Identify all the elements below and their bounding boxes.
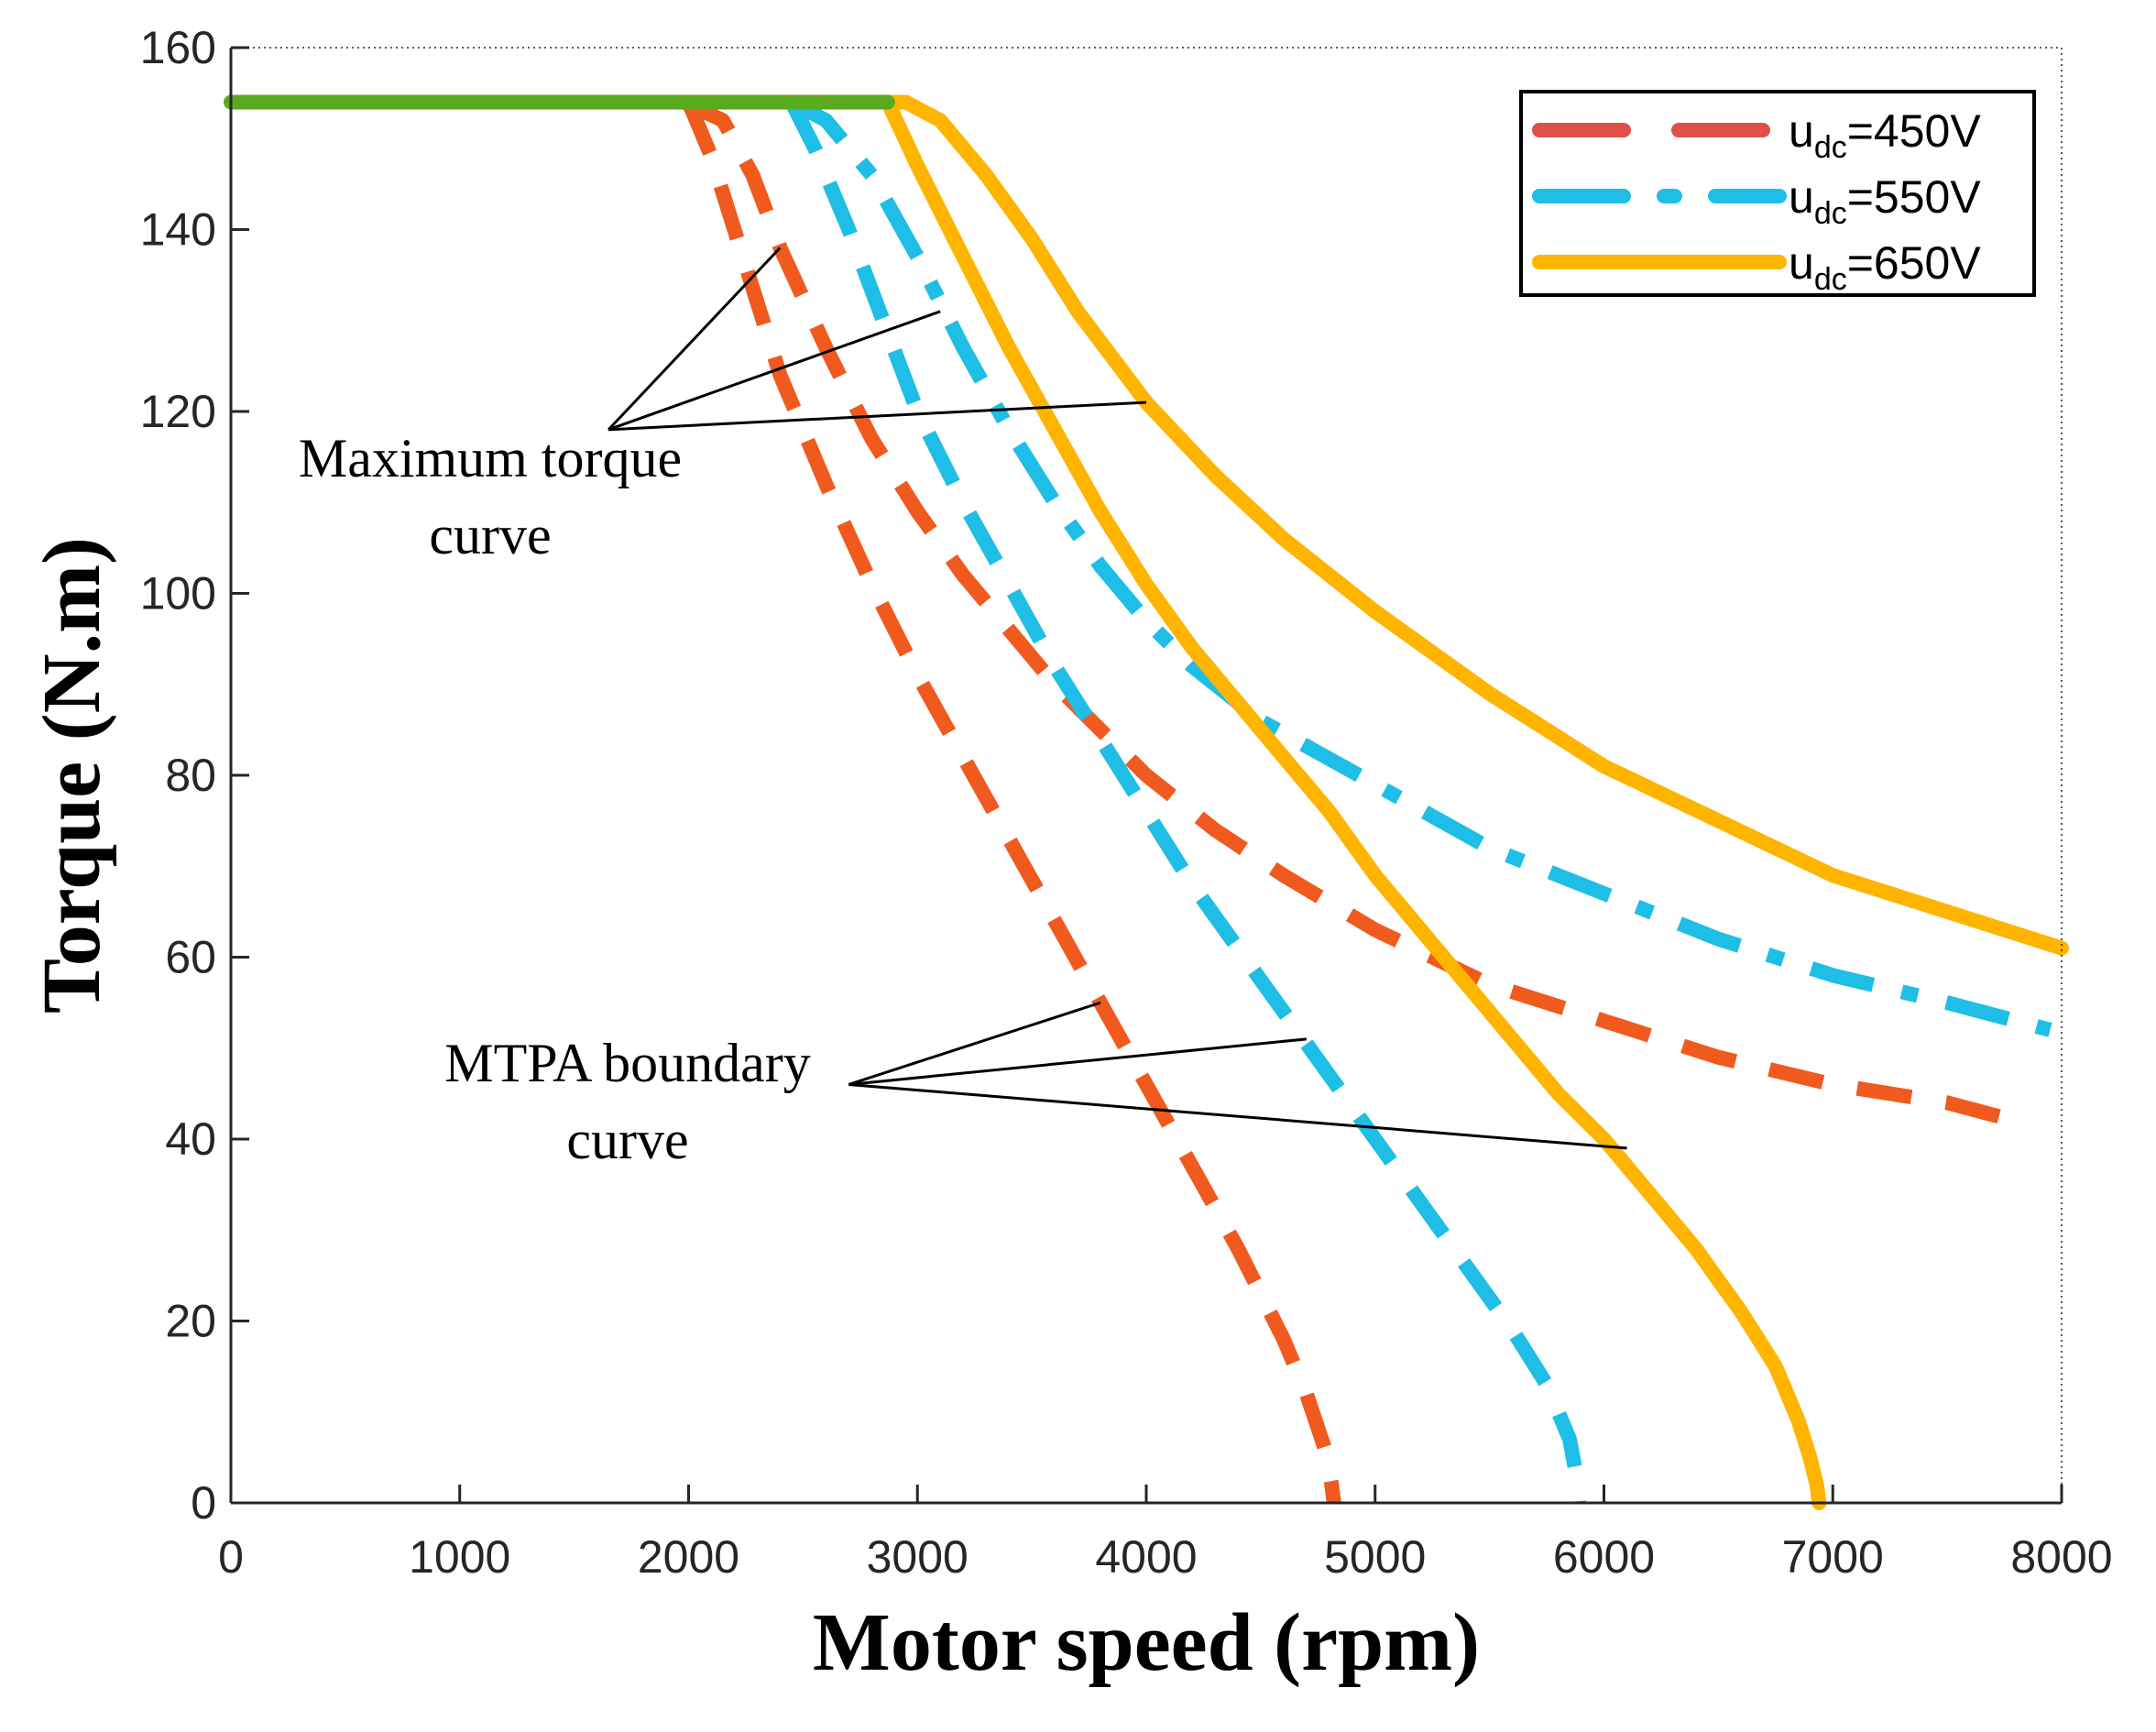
- legend-label-prefix: u: [1789, 237, 1814, 289]
- y-tick-label: 100: [140, 568, 216, 619]
- x-tick-label: 5000: [1324, 1531, 1426, 1583]
- legend-label-1: udc=450V: [1789, 105, 1981, 165]
- mtpa-annotation: curve: [566, 1110, 688, 1170]
- series-line-550-max-torque: [788, 95, 2052, 1037]
- legend-label-suffix: =650V: [1847, 237, 1982, 289]
- x-axis-title: Motor speed (rpm): [813, 1597, 1480, 1688]
- x-tick-label: 7000: [1782, 1531, 1884, 1583]
- annotation-leader-line: [848, 1082, 1627, 1150]
- annotation-leader-line: [608, 400, 1147, 432]
- series-line-650-max-torque: [875, 94, 2069, 956]
- y-tick-label: 160: [140, 22, 216, 73]
- legend-label-prefix: u: [1789, 105, 1814, 157]
- x-tick-label: 0: [218, 1531, 244, 1583]
- max-torque-annotation: Maximum torque: [299, 428, 682, 488]
- x-tick-label: 1000: [409, 1531, 510, 1583]
- series-line-450-max-torque: [681, 95, 2019, 1128]
- series-line-450-mtpa: [682, 99, 1341, 1505]
- y-tick-label: 140: [140, 204, 216, 256]
- x-tick-label: 4000: [1095, 1531, 1197, 1583]
- y-tick-label: 0: [191, 1477, 216, 1529]
- legend-label-prefix: u: [1789, 171, 1814, 223]
- x-tick-label: 2000: [638, 1531, 739, 1583]
- x-tick-label: 6000: [1553, 1531, 1655, 1583]
- y-tick-label: 40: [165, 1113, 216, 1165]
- legend-label-subscript: dc: [1814, 130, 1847, 165]
- legend-label-subscript: dc: [1814, 196, 1847, 231]
- x-tick-label: 3000: [867, 1531, 969, 1583]
- mtpa-annotation: MTPA boundary: [444, 1033, 811, 1093]
- y-tick-label: 80: [165, 750, 216, 801]
- annotation-leader-line: [848, 1037, 1307, 1086]
- series-line-650-mtpa: [880, 94, 1827, 1510]
- annotation-layer: Maximum torque curve MTPA boundary curve: [299, 247, 1627, 1170]
- annotation-leader-line: [848, 1001, 1101, 1086]
- x-tick-label: 8000: [2010, 1531, 2112, 1583]
- series-layer: [224, 94, 2069, 1510]
- legend-label-suffix: =550V: [1847, 171, 1982, 223]
- y-tick-label: 120: [140, 386, 216, 437]
- y-axis-title: Torque (N.m): [27, 537, 117, 1014]
- annotation-leader-line: [607, 310, 941, 432]
- legend-label-subscript: dc: [1814, 262, 1847, 297]
- y-tick-label: 20: [165, 1296, 216, 1347]
- series-line-550-mtpa: [784, 98, 1586, 1504]
- max-torque-annotation: curve: [429, 505, 551, 565]
- y-tick-label: 60: [165, 932, 216, 983]
- legend-label-suffix: =450V: [1847, 105, 1982, 157]
- axes-layer: 0 1000 2000 3000 4000 5000 6000 7000 8000 0 20 40 60…: [140, 22, 2113, 1583]
- legend-label-3: udc=650V: [1789, 237, 1981, 297]
- legend-label-2: udc=550V: [1789, 171, 1981, 231]
- annotation-leader-line: [607, 247, 782, 431]
